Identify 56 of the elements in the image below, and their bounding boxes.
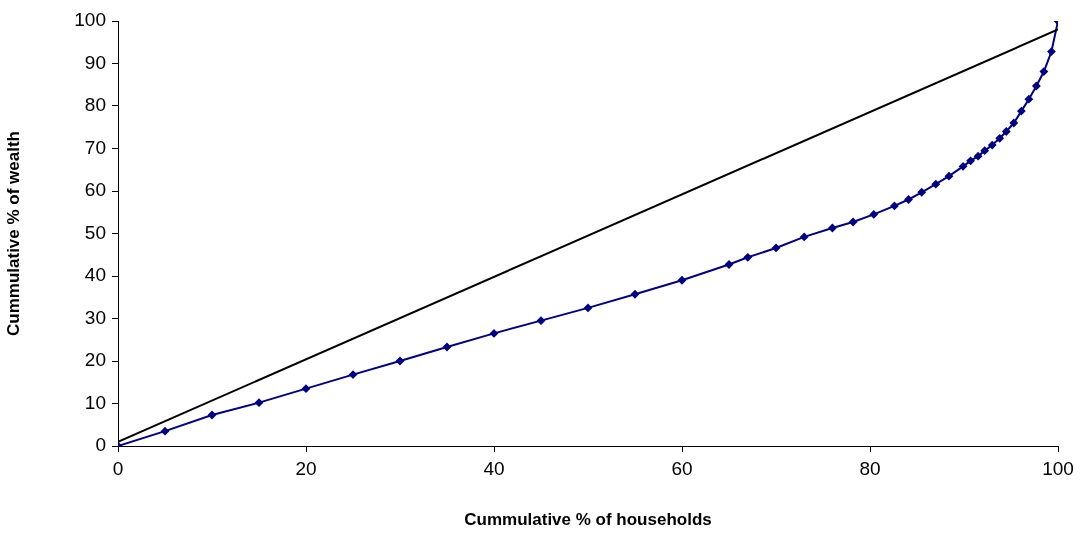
point <box>974 152 983 161</box>
y-tick-label: 50 <box>84 221 106 243</box>
y-tick-label: 90 <box>84 51 106 73</box>
point <box>1002 127 1011 136</box>
y-tick-label: 100 <box>74 9 106 31</box>
point <box>725 260 733 269</box>
point <box>743 253 752 262</box>
point <box>584 303 592 312</box>
point <box>1009 119 1018 127</box>
point <box>678 276 686 285</box>
x-tick-label: 100 <box>1042 457 1074 479</box>
point <box>1039 67 1048 76</box>
point <box>255 398 263 407</box>
point <box>988 141 997 150</box>
y-tick-label: 40 <box>84 264 106 286</box>
point <box>890 201 899 210</box>
point <box>980 146 989 155</box>
y-tick-label: 0 <box>95 434 106 456</box>
y-tick-label: 10 <box>84 391 106 413</box>
point <box>917 188 926 197</box>
point <box>349 370 357 379</box>
point <box>1017 107 1026 116</box>
point <box>849 218 858 227</box>
point <box>443 342 451 351</box>
x-tick-label: 40 <box>483 457 505 479</box>
point <box>208 410 216 419</box>
x-axis-title: Cummulative % of households <box>464 510 712 530</box>
y-tick-label: 30 <box>84 306 106 328</box>
y-tick-label: 80 <box>84 94 106 116</box>
x-tick-label: 60 <box>671 457 693 479</box>
point <box>828 223 837 232</box>
point <box>944 172 953 181</box>
point <box>1047 47 1056 56</box>
point <box>161 427 169 436</box>
point <box>537 316 545 325</box>
point <box>396 357 404 365</box>
point <box>1032 82 1041 91</box>
point <box>302 384 310 393</box>
point <box>959 162 968 171</box>
x-tick-label: 0 <box>112 457 124 479</box>
y-axis-title: Cummulative % of wealth <box>3 131 23 336</box>
point <box>931 180 940 189</box>
x-tick-label: 20 <box>295 457 317 479</box>
y-tick-label: 60 <box>84 179 106 201</box>
point <box>869 210 878 219</box>
point <box>631 290 639 299</box>
point <box>490 329 498 338</box>
point <box>1024 95 1033 104</box>
point <box>966 156 975 165</box>
point <box>772 243 780 252</box>
y-tick-label: 70 <box>84 136 106 158</box>
point <box>904 195 913 204</box>
y-tick-label: 20 <box>84 349 106 371</box>
x-tick-label: 80 <box>859 457 881 479</box>
point <box>995 134 1004 143</box>
point <box>800 232 809 241</box>
